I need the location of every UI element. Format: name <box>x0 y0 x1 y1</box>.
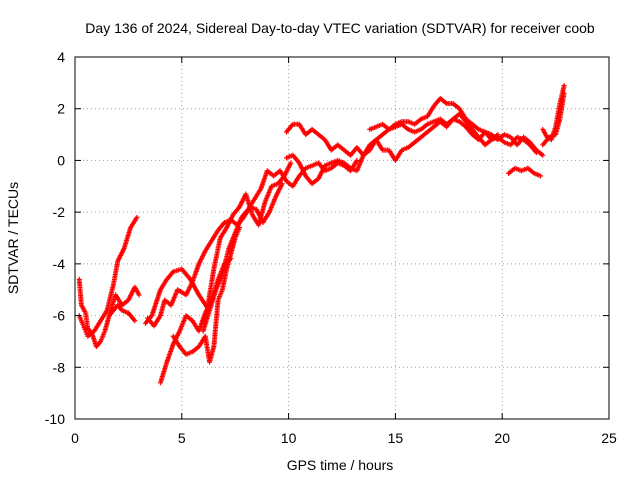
data-point <box>279 181 285 187</box>
x-tick-label: 5 <box>178 430 186 446</box>
y-tick-label: -8 <box>53 359 66 375</box>
data-point <box>354 157 360 163</box>
x-axis-label: GPS time / hours <box>287 457 394 473</box>
y-tick-label: -10 <box>45 411 65 427</box>
plot-frame <box>74 56 610 420</box>
data-point <box>136 292 142 298</box>
x-tick-label: 25 <box>601 430 617 446</box>
y-tick-label: -6 <box>53 308 66 324</box>
x-tick-label: 20 <box>494 430 510 446</box>
y-tick-label: 2 <box>57 101 65 117</box>
data-point <box>134 214 140 220</box>
y-axis-label: SDTVAR / TECUs <box>5 182 21 294</box>
y-tick-label: 4 <box>57 49 65 65</box>
chart-title: Day 136 of 2024, Sidereal Day-to-day VTE… <box>85 20 595 36</box>
data-point <box>132 318 138 324</box>
data-points <box>76 82 567 386</box>
data-point <box>561 90 567 96</box>
y-tick-label: 0 <box>57 152 65 168</box>
data-point <box>538 173 544 179</box>
data-point <box>540 152 546 158</box>
x-tick-label: 15 <box>388 430 404 446</box>
y-tick-label: -2 <box>53 204 66 220</box>
grid <box>75 57 609 419</box>
y-tick-label: -4 <box>53 256 66 272</box>
axis-ticks: 0 5 10 15 20 25 -10 -8 -6 -4 -2 0 2 4 <box>45 49 617 446</box>
x-tick-label: 0 <box>71 430 79 446</box>
x-tick-label: 10 <box>281 430 297 446</box>
data-point <box>561 82 567 88</box>
data-point <box>288 160 294 166</box>
